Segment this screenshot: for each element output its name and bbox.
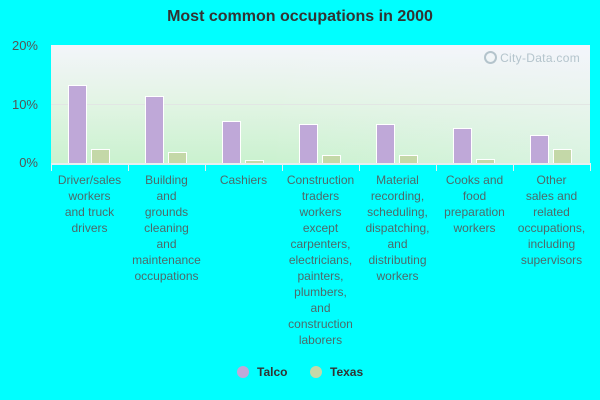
x-label-line: and	[156, 237, 177, 251]
chart-title: Most common occupations in 2000	[167, 8, 433, 25]
x-label-line: related	[533, 205, 570, 219]
legend-item-talco[interactable]: Talco	[237, 365, 287, 379]
bar-texas[interactable]	[476, 159, 495, 163]
x-label-line: workers	[376, 269, 419, 283]
bar-talco[interactable]	[222, 121, 241, 163]
bar-talco[interactable]	[145, 96, 164, 163]
legend-label-talco: Talco	[257, 365, 288, 379]
x-label-line: Construction	[286, 173, 355, 187]
bar-talco[interactable]	[299, 124, 318, 163]
bar-texas[interactable]	[168, 152, 187, 163]
x-label: Other sales and related occupations, includi…	[513, 172, 590, 268]
gridline-10	[51, 104, 590, 105]
x-label-line: maintenance	[132, 253, 201, 267]
x-label-line: Cooks and	[445, 173, 504, 187]
x-label-line: carpenters,	[290, 237, 351, 251]
x-label-line: workers	[453, 221, 496, 235]
x-tick-separator	[282, 163, 283, 171]
x-label: Building and grounds cleaning and maintenance…	[128, 172, 205, 284]
x-label-line: dispatching,	[365, 221, 430, 235]
legend-dot-talco-icon	[237, 366, 249, 378]
x-label-line: Material	[376, 173, 419, 187]
watermark-text: City-Data.com	[500, 51, 580, 65]
bar-talco[interactable]	[68, 85, 87, 163]
x-label-line: drivers	[71, 221, 108, 235]
x-label-line: traders	[301, 189, 340, 203]
y-tick-10: 10%	[11, 97, 38, 112]
bar-texas[interactable]	[399, 155, 418, 163]
x-label-line: recording,	[370, 189, 425, 203]
plot-area: City-Data.com	[51, 45, 590, 163]
x-tick-separator	[513, 163, 514, 171]
y-tick-20: 20%	[11, 38, 38, 53]
x-tick-separator	[128, 163, 129, 171]
x-tick-separator	[51, 163, 52, 171]
x-label-line: Other	[536, 173, 567, 187]
x-label-line: Cashiers	[219, 173, 268, 187]
x-label-line: construction	[288, 317, 353, 331]
x-axis	[51, 163, 590, 165]
x-label-line: and	[156, 189, 177, 203]
y-tick-0: 0%	[19, 155, 38, 170]
x-label-line: workers	[68, 189, 111, 203]
bar-talco[interactable]	[453, 128, 472, 163]
x-label: Cooks and food preparation workers	[436, 172, 513, 236]
bar-texas[interactable]	[245, 160, 264, 163]
x-label-line: and truck	[64, 205, 115, 219]
legend-item-texas[interactable]: Texas	[310, 365, 363, 379]
bar-texas[interactable]	[322, 155, 341, 163]
x-label-line: and	[387, 237, 408, 251]
bar-talco[interactable]	[530, 135, 549, 163]
x-label-line: occupations	[134, 269, 199, 283]
bar-texas[interactable]	[91, 149, 110, 163]
x-tick-separator	[205, 163, 206, 171]
x-label-line: distributing	[368, 253, 427, 267]
x-label-line: Building	[145, 173, 188, 187]
x-label-line: plumbers,	[294, 285, 347, 299]
x-label: Construction traders workers except carpente…	[282, 172, 359, 348]
magnifier-icon	[484, 51, 498, 64]
x-label: Cashiers	[205, 172, 282, 188]
x-label-line: workers	[299, 205, 342, 219]
x-label-line: and	[310, 301, 331, 315]
x-label-line: preparation	[444, 205, 505, 219]
x-label-line: occupations,	[517, 221, 586, 235]
x-label-line: Driver/sales	[57, 173, 122, 187]
x-label-line: cleaning	[144, 221, 189, 235]
x-label-line: grounds	[144, 205, 189, 219]
bar-texas[interactable]	[553, 149, 572, 163]
legend-label-texas: Texas	[330, 365, 364, 379]
x-label-line: scheduling,	[367, 205, 428, 219]
legend-dot-texas-icon	[310, 366, 322, 378]
x-label: Driver/sales workers and truck drivers	[51, 172, 128, 236]
x-label-line: laborers	[298, 333, 343, 347]
x-tick-separator	[436, 163, 437, 171]
x-label-line: sales and	[525, 189, 578, 203]
legend: Talco Texas	[0, 365, 600, 381]
x-tick-separator	[590, 163, 591, 171]
x-label: Material recording, scheduling, dispatching…	[359, 172, 436, 284]
x-label-line: supervisors	[520, 253, 583, 267]
bar-talco[interactable]	[376, 124, 395, 163]
x-label-line: except	[302, 221, 339, 235]
watermark: City-Data.com	[484, 51, 580, 65]
x-tick-separator	[359, 163, 360, 171]
x-label-line: electricians,	[288, 253, 353, 267]
x-label-line: food	[462, 189, 487, 203]
x-label-line: painters,	[297, 269, 344, 283]
x-label-line: including	[527, 237, 576, 251]
